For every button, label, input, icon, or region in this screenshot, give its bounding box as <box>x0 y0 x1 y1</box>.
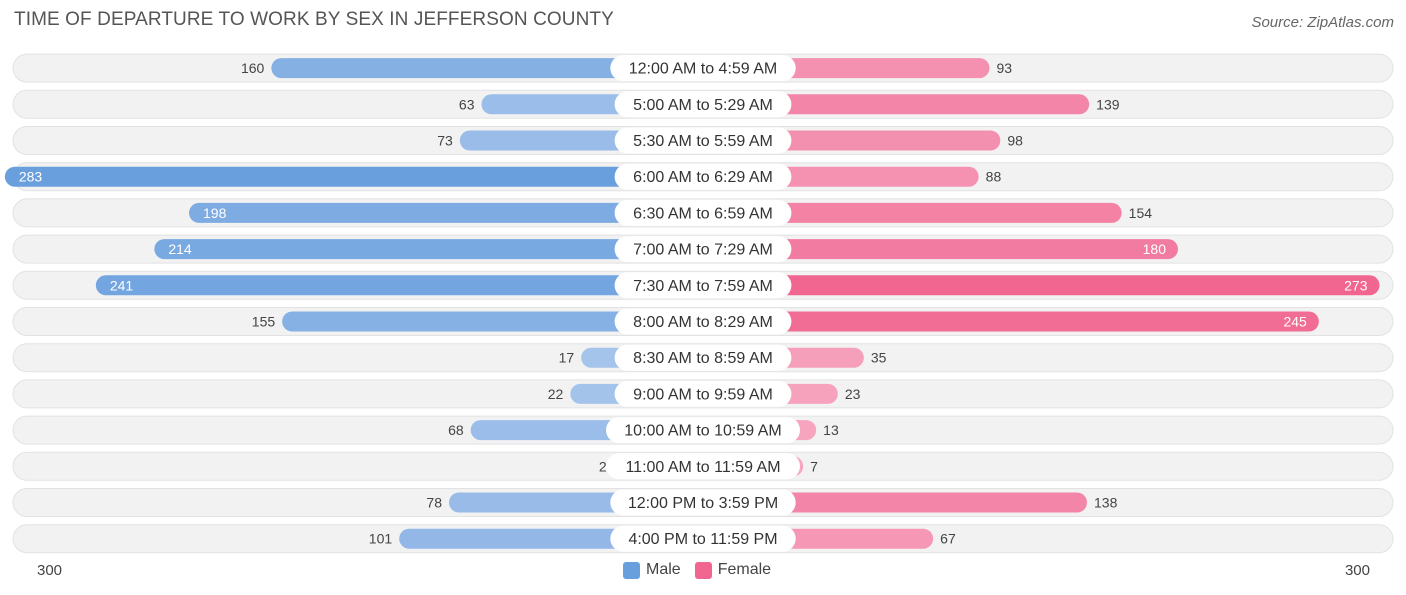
category-pill <box>614 236 792 263</box>
category-pill <box>614 380 792 407</box>
category-pill <box>614 344 792 371</box>
category-pill <box>614 308 792 335</box>
category-label: 11:00 AM to 11:59 AM <box>625 459 780 476</box>
category-label: 5:00 AM to 5:29 AM <box>633 97 773 114</box>
value-label-female: 98 <box>1007 133 1023 149</box>
value-label-female: 23 <box>845 386 861 402</box>
category-label: 6:30 AM to 6:59 AM <box>633 205 773 222</box>
value-label-female: 35 <box>871 350 887 366</box>
legend-label-male: Male <box>646 561 681 578</box>
bar-male[interactable] <box>95 275 704 296</box>
value-label-female: 273 <box>1344 277 1368 293</box>
bar-female[interactable] <box>703 94 1090 115</box>
category-label: 7:00 AM to 7:29 AM <box>633 242 773 259</box>
category-pill <box>606 453 800 480</box>
category-label: 5:30 AM to 5:59 AM <box>633 133 773 150</box>
value-label-male: 17 <box>559 350 575 366</box>
value-label-female: 138 <box>1094 495 1118 511</box>
bar-female[interactable] <box>703 311 1319 332</box>
bar-male[interactable] <box>4 166 704 187</box>
axis-left-label: 300 <box>37 562 63 579</box>
bar-female[interactable] <box>703 275 1380 296</box>
value-label-female: 154 <box>1129 205 1153 221</box>
category-label: 10:00 AM to 10:59 AM <box>624 423 781 440</box>
value-label-male: 160 <box>241 60 265 76</box>
category-pill <box>614 199 792 226</box>
value-label-female: 180 <box>1143 241 1167 257</box>
value-label-male: 78 <box>426 495 442 511</box>
value-label-male: 73 <box>437 133 453 149</box>
category-pill <box>614 163 792 190</box>
bar-female[interactable] <box>703 239 1178 260</box>
value-label-female: 88 <box>986 169 1002 185</box>
category-pill <box>610 525 796 552</box>
legend-swatch-male <box>623 561 640 579</box>
legend-label-female: Female <box>717 561 772 578</box>
chart-svg: 12:00 AM to 4:59 AM 160 93 5:00 AM to 5:29 … <box>4 53 1394 554</box>
value-label-male: 68 <box>448 422 464 438</box>
value-label-male: 198 <box>203 205 227 221</box>
category-label: 12:00 PM to 3:59 PM <box>628 495 778 512</box>
value-label-male: 283 <box>19 169 43 185</box>
bar-male[interactable] <box>282 311 703 332</box>
legend-swatch-female <box>694 561 712 579</box>
category-pill <box>610 489 796 516</box>
value-label-female: 245 <box>1283 314 1307 330</box>
category-label: 8:30 AM to 8:59 AM <box>633 350 773 367</box>
category-pill <box>610 55 796 82</box>
bar-female[interactable] <box>703 492 1087 513</box>
category-label: 7:30 AM to 7:59 AM <box>633 278 773 295</box>
value-label-female: 13 <box>823 422 839 438</box>
bar-male[interactable] <box>271 58 703 79</box>
category-pill <box>606 417 800 444</box>
axis-right-label: 300 <box>1344 562 1370 579</box>
value-label-male: 63 <box>459 96 475 112</box>
value-label-male: 214 <box>168 241 192 257</box>
value-label-male: 22 <box>548 386 564 402</box>
value-label-male: 241 <box>110 277 134 293</box>
value-label-female: 139 <box>1096 96 1120 112</box>
chart-title: TIME OF DEPARTURE TO WORK BY SEX IN JEFF… <box>14 9 614 30</box>
category-pill <box>614 91 792 118</box>
bar-male[interactable] <box>154 239 704 260</box>
bar-female[interactable] <box>703 202 1122 223</box>
value-label-male: 155 <box>252 314 276 330</box>
legend-item-female[interactable]: Female <box>694 561 772 579</box>
value-label-female: 93 <box>997 60 1013 76</box>
value-label-female: 7 <box>810 458 818 474</box>
category-label: 6:00 AM to 6:29 AM <box>633 169 773 186</box>
category-label: 9:00 AM to 9:59 AM <box>633 386 773 403</box>
category-label: 12:00 AM to 4:59 AM <box>629 61 778 78</box>
bar-male[interactable] <box>189 202 703 223</box>
category-pill <box>614 127 792 154</box>
legend-item-male[interactable]: Male <box>623 561 681 579</box>
category-pill <box>614 272 792 299</box>
category-label: 4:00 PM to 11:59 PM <box>628 531 777 548</box>
value-label-male: 101 <box>369 531 393 547</box>
source-note: Source: ZipAtlas.com <box>1251 14 1394 31</box>
legend: Male Female <box>623 561 785 579</box>
value-label-male: 2 <box>599 458 607 474</box>
category-label: 8:00 AM to 8:29 AM <box>633 314 773 331</box>
value-label-female: 67 <box>940 531 956 547</box>
